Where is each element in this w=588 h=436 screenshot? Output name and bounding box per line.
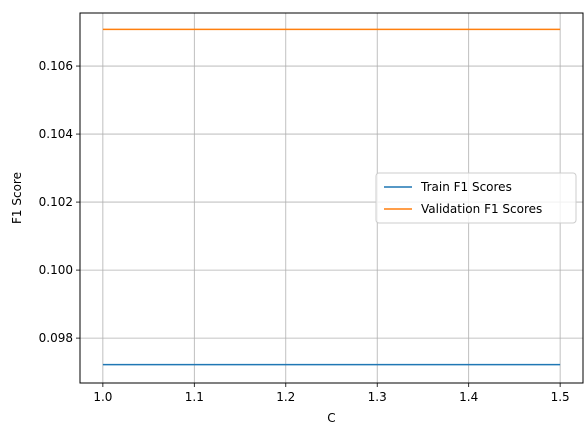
x-tick-label: 1.1: [185, 390, 204, 404]
y-axis-label: F1 Score: [10, 172, 24, 224]
y-tick-label: 0.104: [39, 127, 73, 141]
legend: Train F1 Scores Validation F1 Scores: [375, 172, 577, 224]
x-axis-label: C: [327, 411, 335, 425]
x-tick-label: 1.3: [368, 390, 387, 404]
legend-label: Train F1 Scores: [420, 180, 512, 194]
x-tick-label: 1.2: [276, 390, 295, 404]
x-axis: 1.0 1.1 1.2 1.3 1.4 1.5: [93, 383, 570, 404]
x-tick-label: 1.4: [459, 390, 478, 404]
legend-label: Validation F1 Scores: [421, 202, 542, 216]
y-tick-label: 0.106: [39, 59, 73, 73]
legend-box: [375, 172, 577, 224]
y-tick-label: 0.102: [39, 195, 73, 209]
y-tick-label: 0.098: [39, 331, 73, 345]
series-group: [102, 28, 561, 366]
x-tick-label: 1.5: [551, 390, 570, 404]
y-axis: 0.098 0.100 0.102 0.104 0.106: [39, 59, 80, 345]
y-tick-label: 0.100: [39, 263, 73, 277]
x-tick-label: 1.0: [93, 390, 112, 404]
plot-frame: [79, 12, 584, 384]
